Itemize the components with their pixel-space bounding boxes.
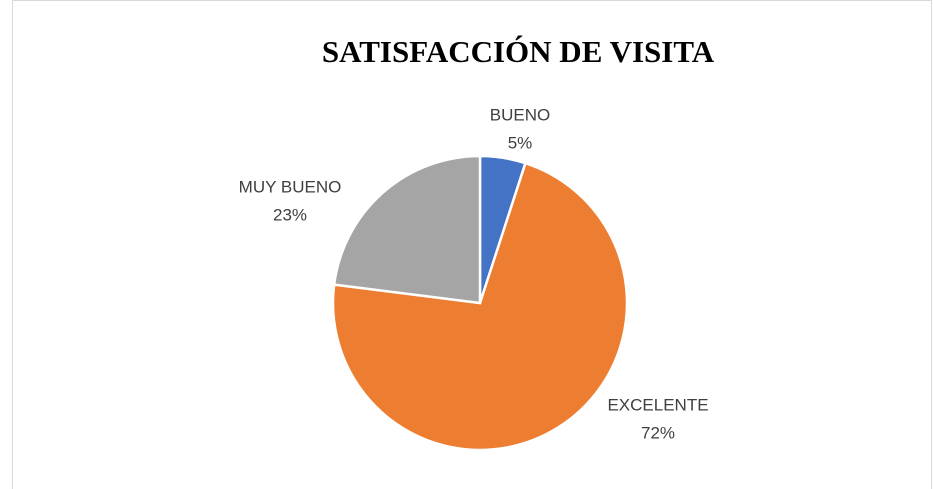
slice-value-label: 72% — [641, 423, 675, 442]
slice-value-label: 23% — [273, 205, 307, 224]
slice-value-label: 5% — [508, 133, 533, 152]
pie-slice — [332, 154, 482, 305]
chart-title: SATISFACCIÓN DE VISITA — [322, 34, 715, 69]
pie-slice — [331, 161, 629, 452]
slice-category-label: MUY BUENO — [239, 177, 342, 196]
slice-category-label: BUENO — [490, 105, 550, 124]
chart-frame — [12, 0, 932, 489]
slice-category-label: EXCELENTE — [607, 395, 708, 414]
